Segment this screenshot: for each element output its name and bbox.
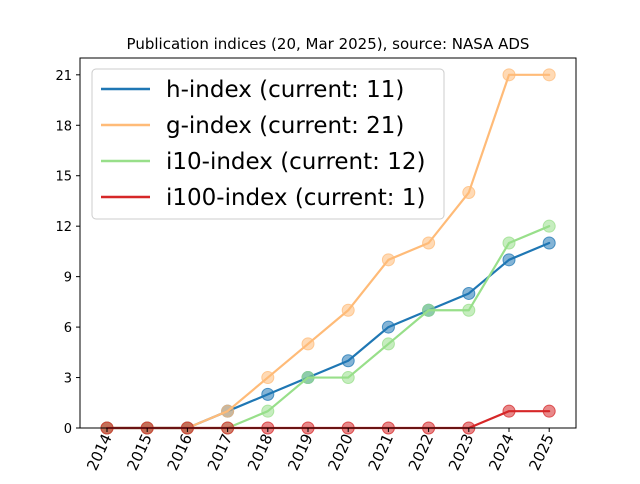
data-point xyxy=(542,68,556,82)
data-point xyxy=(261,387,275,401)
data-point xyxy=(462,186,476,200)
data-point xyxy=(381,253,395,267)
x-tick-label: 2017 xyxy=(204,431,236,473)
x-tick-label: 2020 xyxy=(324,431,356,473)
x-tick-label: 2016 xyxy=(164,431,196,473)
data-point xyxy=(301,337,315,351)
data-point xyxy=(301,371,315,385)
x-tick-label: 2015 xyxy=(123,431,155,473)
x-tick-label: 2014 xyxy=(83,431,115,473)
y-tick-label: 21 xyxy=(55,69,72,84)
data-point xyxy=(341,371,355,385)
data-point xyxy=(542,236,556,250)
data-point xyxy=(462,286,476,300)
y-tick-label: 6 xyxy=(64,321,72,336)
data-point xyxy=(341,303,355,317)
y-tick-label: 0 xyxy=(64,422,72,437)
data-point xyxy=(542,404,556,418)
x-tick-label: 2022 xyxy=(405,431,437,473)
series-3 xyxy=(100,404,556,435)
legend: h-index (current: 11) g-index (current: 2… xyxy=(91,68,445,220)
y-tick-label: 15 xyxy=(55,170,72,185)
y-tick-label: 12 xyxy=(55,220,72,235)
legend-label-2: i10-index (current: 12) xyxy=(166,149,425,175)
x-tick-label: 2025 xyxy=(525,431,557,473)
data-point xyxy=(422,303,436,317)
x-tick-label: 2023 xyxy=(445,431,477,473)
data-point xyxy=(462,303,476,317)
data-point xyxy=(542,219,556,233)
plot-frame xyxy=(79,57,577,429)
series-line-0 xyxy=(105,241,551,430)
data-point xyxy=(502,68,516,82)
legend-label-0: h-index (current: 11) xyxy=(166,77,404,103)
legend-label-1: g-index (current: 21) xyxy=(166,113,404,139)
series-0 xyxy=(100,236,556,435)
legend-box xyxy=(91,68,445,220)
data-point xyxy=(221,404,235,418)
y-tick-label: 9 xyxy=(64,271,72,286)
data-point xyxy=(341,354,355,368)
x-tick-label: 2019 xyxy=(284,431,316,473)
x-tick-label: 2018 xyxy=(244,431,276,473)
data-point xyxy=(261,404,275,418)
data-point xyxy=(381,337,395,351)
y-tick-label: 3 xyxy=(64,372,72,387)
data-point xyxy=(381,320,395,334)
y-tick-label: 18 xyxy=(55,119,72,134)
series-line-3 xyxy=(105,410,551,430)
data-point xyxy=(502,404,516,418)
chart-title: Publication indices (20, Mar 2025), sour… xyxy=(127,35,530,53)
legend-label-3: i100-index (current: 1) xyxy=(166,185,425,211)
x-tick-label: 2021 xyxy=(365,431,397,473)
data-point xyxy=(502,253,516,267)
data-point xyxy=(261,371,275,385)
data-point xyxy=(502,236,516,250)
x-tick-label: 2024 xyxy=(485,431,517,473)
data-point xyxy=(422,236,436,250)
